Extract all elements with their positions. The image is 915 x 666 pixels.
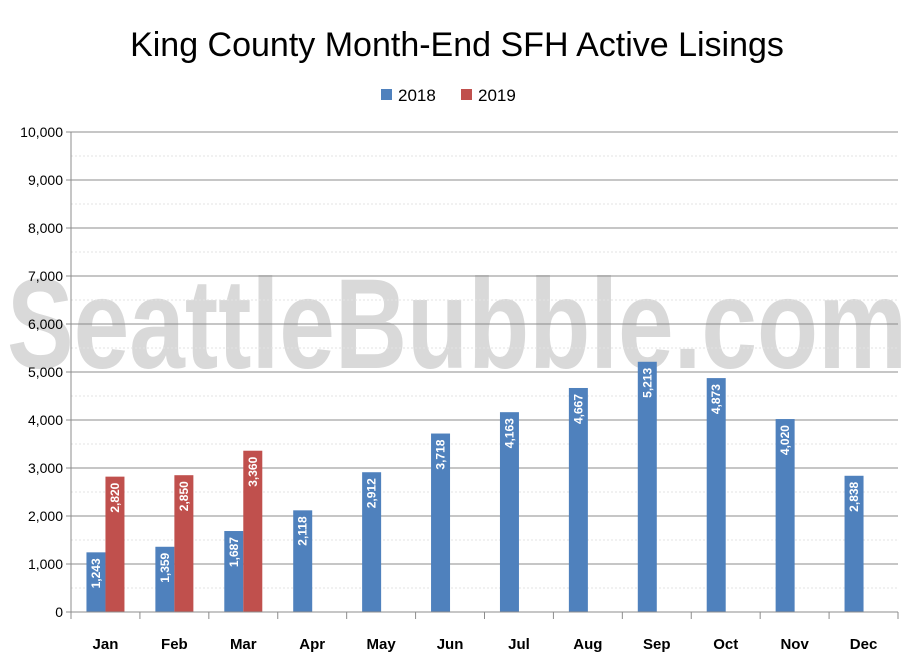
bar-2019-jan (105, 476, 125, 612)
x-tick-label: Sep (643, 636, 671, 653)
y-tick-label: 5,000 (28, 364, 63, 380)
y-tick-label: 4,000 (28, 412, 63, 428)
legend-label-2019: 2019 (478, 86, 516, 105)
legend-swatch-2018 (381, 89, 392, 100)
legend: 2018 2019 (381, 86, 516, 105)
bar-2018-may (362, 472, 382, 612)
x-tick-label: Aug (573, 636, 602, 653)
y-tick-label: 7,000 (28, 268, 63, 284)
legend-swatch-2019 (461, 89, 472, 100)
bar-2019-feb (174, 475, 194, 612)
y-tick-label: 3,000 (28, 460, 63, 476)
x-tick-label: Jan (93, 636, 119, 653)
y-tick-label: 10,000 (20, 124, 63, 140)
y-tick-label: 8,000 (28, 220, 63, 236)
y-tick-label: 9,000 (28, 172, 63, 188)
data-label: 5,213 (640, 367, 654, 397)
bar-2018-aug (568, 387, 588, 612)
bar-2018-sep (637, 361, 657, 612)
data-label: 2,838 (847, 481, 861, 511)
y-axis: 0 1,000 2,000 3,000 4,000 5,000 6,000 7,000 8,00… (20, 124, 72, 620)
data-label: 4,020 (778, 425, 792, 455)
bar-2018-oct (706, 378, 726, 612)
data-label: 2,850 (177, 481, 191, 511)
bar-2018-jun (431, 433, 451, 612)
data-label: 4,667 (571, 394, 585, 424)
x-tick-label: Apr (299, 636, 325, 653)
data-label: 4,163 (502, 418, 516, 448)
bar-2018-jul (499, 412, 519, 612)
legend-label-2018: 2018 (398, 86, 436, 105)
x-tick-label: Nov (780, 636, 809, 653)
data-label: 3,360 (246, 456, 260, 486)
grid-lines (71, 131, 898, 589)
data-label: 3,718 (434, 439, 448, 469)
y-tick-label: 6,000 (28, 316, 63, 332)
bar-2018-feb (155, 546, 175, 612)
bar-2018-nov (775, 419, 795, 612)
x-tick-label: May (367, 636, 397, 653)
y-tick-label: 1,000 (28, 556, 63, 572)
bar-2018-mar (224, 531, 244, 612)
bar-2018-jan (86, 552, 106, 612)
x-tick-label: Mar (230, 636, 257, 653)
data-label: 1,359 (158, 552, 172, 582)
data-label: 2,118 (296, 516, 310, 546)
data-label: 2,912 (365, 478, 379, 508)
bars: 1,243 2,820 1,359 2,850 1,687 3,360 2,118 2,912… (86, 361, 864, 612)
bar-2019-mar (243, 450, 263, 612)
x-tick-label: Jul (508, 636, 530, 653)
y-tick-label: 2,000 (28, 508, 63, 524)
bar-2018-dec (844, 475, 864, 612)
data-label: 4,873 (709, 384, 723, 414)
x-tick-label: Dec (850, 636, 878, 653)
data-label: 2,820 (108, 482, 122, 512)
y-tick-label: 0 (55, 604, 63, 620)
data-label: 1,687 (227, 537, 241, 567)
x-tick-label: Oct (713, 636, 738, 653)
x-tick-label: Feb (161, 636, 188, 653)
data-label: 1,243 (89, 558, 103, 588)
x-axis: Jan Feb Mar Apr May Jun Jul Aug Sep Oct Nov Dec (70, 611, 899, 653)
chart-title: King County Month-End SFH Active Lisings (130, 26, 784, 64)
x-tick-label: Jun (437, 636, 464, 653)
bar-2018-apr (293, 510, 313, 612)
